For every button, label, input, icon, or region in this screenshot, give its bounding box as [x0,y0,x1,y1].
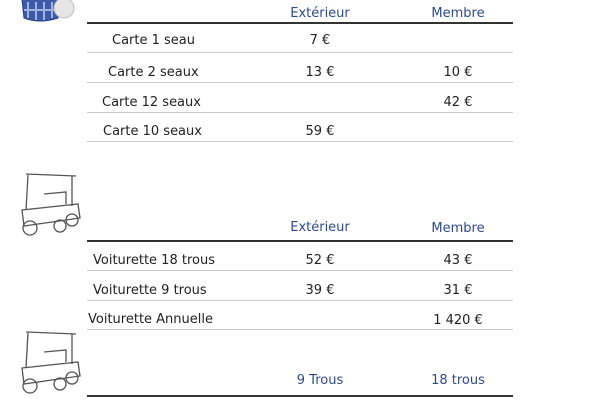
price-exterieur: 13 € [305,65,335,80]
price-exterieur: 39 € [305,283,335,298]
row-label: Voiturette 9 trous [93,283,207,298]
divider [87,52,513,53]
header-exterieur: Extérieur [290,6,350,21]
divider [87,395,513,397]
price-membre: 43 € [443,253,473,268]
row-label: Voiturette 18 trous [93,253,215,268]
price-membre: 1 420 € [433,313,483,328]
divider [87,329,513,330]
price-exterieur: 59 € [305,124,335,139]
divider [87,82,513,83]
header-membre: Membre [431,6,485,21]
divider [87,141,513,142]
divider [87,240,513,242]
golf-cart-icon [21,173,81,236]
price-membre: 10 € [443,65,473,80]
divider [87,22,513,24]
price-membre: 42 € [443,95,473,110]
row-label: Carte 1 seau [112,33,195,48]
price-membre: 31 € [443,283,473,298]
price-exterieur: 52 € [305,253,335,268]
divider [87,112,513,113]
header-membre: Membre [431,221,485,236]
row-label: Carte 12 seaux [102,95,201,110]
golf-cart-icon [21,331,81,394]
row-label: Carte 2 seaux [108,65,199,80]
row-label: Carte 10 seaux [103,124,202,139]
ball-basket-icon [21,0,75,22]
header-18-trous: 18 trous [431,373,485,388]
header-exterieur: Extérieur [290,220,350,235]
price-exterieur: 7 € [309,33,331,48]
header-9-trous: 9 Trous [296,373,344,388]
divider [87,300,513,301]
row-label: Voiturette Annuelle [88,312,213,327]
divider [87,270,513,271]
